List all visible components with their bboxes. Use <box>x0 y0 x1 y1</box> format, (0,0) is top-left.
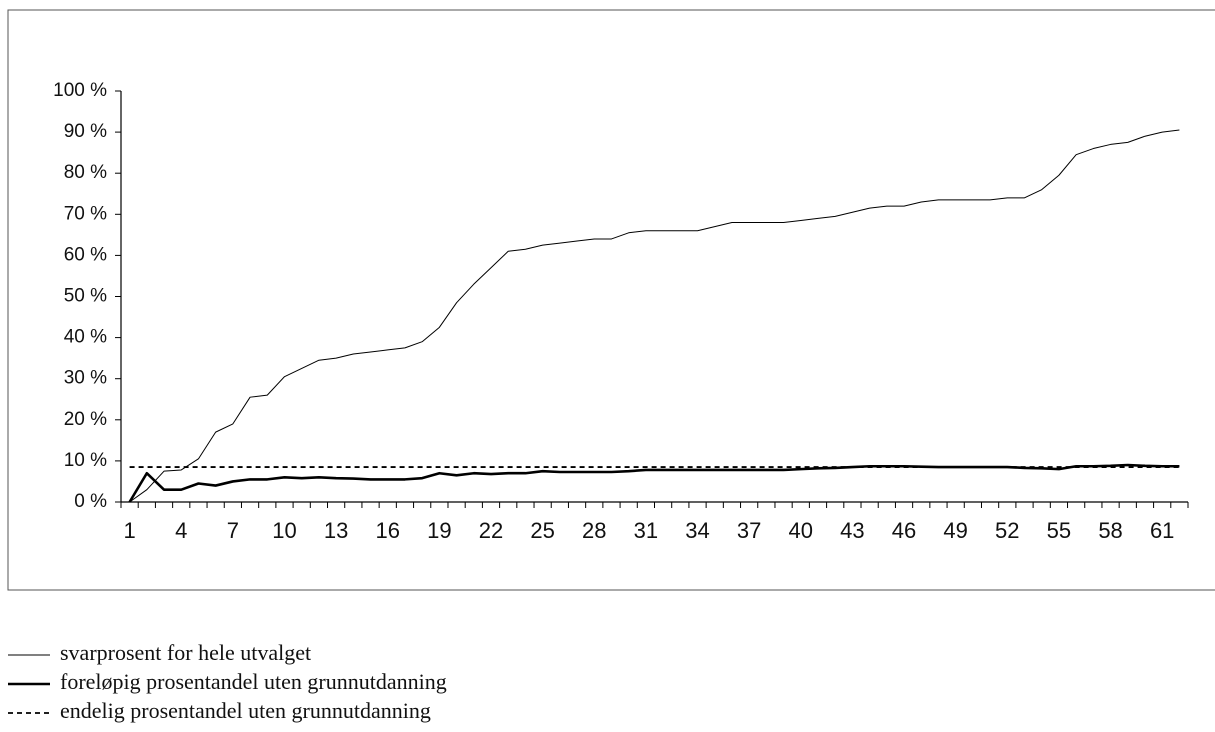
y-tick-label: 100 % <box>53 80 107 101</box>
legend-label: foreløpig prosentandel uten grunnutdanni… <box>60 669 447 694</box>
x-tick-label: 25 <box>530 518 554 543</box>
series-line <box>129 129 1180 503</box>
x-tick-label: 58 <box>1098 518 1122 543</box>
y-tick-label: 10 % <box>64 450 107 471</box>
x-tick-label: 37 <box>737 518 761 543</box>
y-tick-label: 40 % <box>64 327 107 348</box>
x-tick-label: 19 <box>427 518 451 543</box>
x-tick-label: 10 <box>272 518 296 543</box>
x-tick-label: 28 <box>582 518 606 543</box>
x-tick-label: 55 <box>1047 518 1071 543</box>
x-tick-label: 7 <box>227 518 239 543</box>
y-tick-label: 50 % <box>64 286 107 307</box>
x-tick-label: 43 <box>840 518 864 543</box>
x-tick-label: 16 <box>376 518 400 543</box>
x-tick-label: 1 <box>123 518 135 543</box>
x-tick-label: 52 <box>995 518 1019 543</box>
y-tick-label: 30 % <box>64 368 107 389</box>
x-tick-label: 4 <box>175 518 187 543</box>
y-tick-label: 20 % <box>64 409 107 430</box>
y-tick-label: 90 % <box>64 121 107 142</box>
y-tick-label: 80 % <box>64 162 107 183</box>
x-tick-label: 49 <box>943 518 967 543</box>
legend-label: endelig prosentandel uten grunnutdanning <box>60 698 431 723</box>
x-tick-label: 13 <box>324 518 348 543</box>
y-tick-label: 60 % <box>64 244 107 265</box>
legend-label: svarprosent for hele utvalget <box>60 640 311 665</box>
y-tick-label: 0 % <box>74 491 107 512</box>
y-tick-label: 70 % <box>64 203 107 224</box>
series-line <box>128 463 1180 503</box>
x-tick-label: 46 <box>892 518 916 543</box>
x-tick-label: 34 <box>685 518 709 543</box>
x-tick-label: 61 <box>1150 518 1174 543</box>
x-tick-label: 22 <box>479 518 503 543</box>
x-tick-label: 40 <box>789 518 813 543</box>
x-tick-label: 31 <box>634 518 658 543</box>
chart-frame <box>7 9 1215 591</box>
